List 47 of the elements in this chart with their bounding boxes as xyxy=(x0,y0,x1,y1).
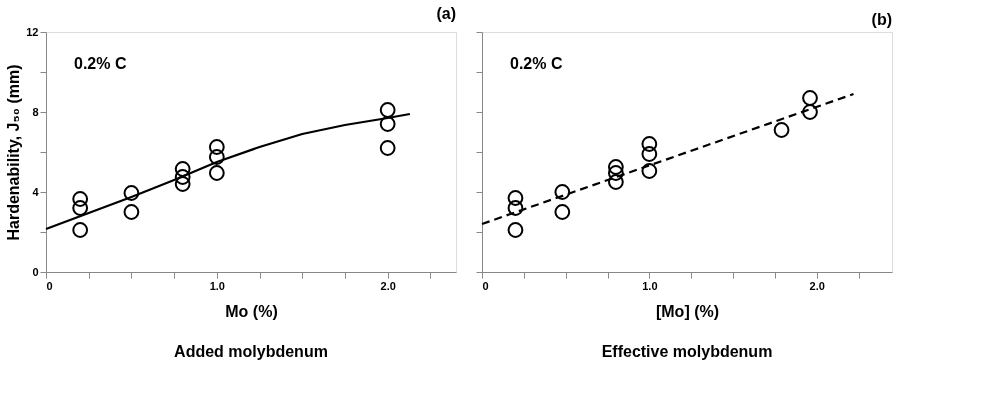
x-tick-label: 2.0 xyxy=(380,279,396,292)
point xyxy=(72,222,89,238)
point xyxy=(802,90,818,106)
point xyxy=(641,136,658,152)
x-axis-title: [Mo] (%) xyxy=(655,302,720,320)
y-tick-label: 4 xyxy=(32,185,40,198)
y-tick-label: 8 xyxy=(32,105,39,118)
point xyxy=(72,200,89,216)
chart-title: (a) xyxy=(436,5,456,22)
point xyxy=(123,204,140,220)
point xyxy=(773,122,790,138)
point xyxy=(208,149,225,165)
point xyxy=(379,102,396,118)
point xyxy=(72,191,89,207)
x-tick-label: 1.0 xyxy=(642,279,658,292)
x-tick-label: 1.0 xyxy=(209,279,225,292)
point xyxy=(554,204,571,220)
x-axis-title: Mo (%) xyxy=(225,302,278,320)
point xyxy=(379,116,396,132)
point xyxy=(174,169,191,185)
chart-title: (b) xyxy=(871,10,892,28)
point xyxy=(507,200,524,216)
y-tick-label: 0 xyxy=(32,265,39,278)
point xyxy=(607,174,624,190)
point xyxy=(802,104,818,120)
point xyxy=(607,165,624,181)
point xyxy=(379,140,396,156)
point xyxy=(208,139,225,155)
x-tick-label: 0 xyxy=(482,279,489,292)
point xyxy=(607,159,624,175)
y-tick-label: 12 xyxy=(26,25,39,38)
text: Added molybdenum xyxy=(174,343,328,360)
point xyxy=(554,184,571,200)
point xyxy=(507,190,524,206)
annotation: 0.2% C xyxy=(510,55,563,72)
point xyxy=(641,163,658,179)
point xyxy=(174,161,191,177)
point xyxy=(123,185,140,201)
point xyxy=(507,222,524,238)
y-axis-title: Hardenability, J₅₀ (mm) xyxy=(5,64,23,241)
point xyxy=(641,146,658,162)
x-tick-label: 0 xyxy=(46,279,53,292)
point xyxy=(174,176,191,192)
annotation: 0.2% C xyxy=(74,55,127,72)
x-tick-label: 2.0 xyxy=(809,279,825,292)
text: Effective molybdenum xyxy=(601,343,773,360)
point xyxy=(208,165,225,181)
